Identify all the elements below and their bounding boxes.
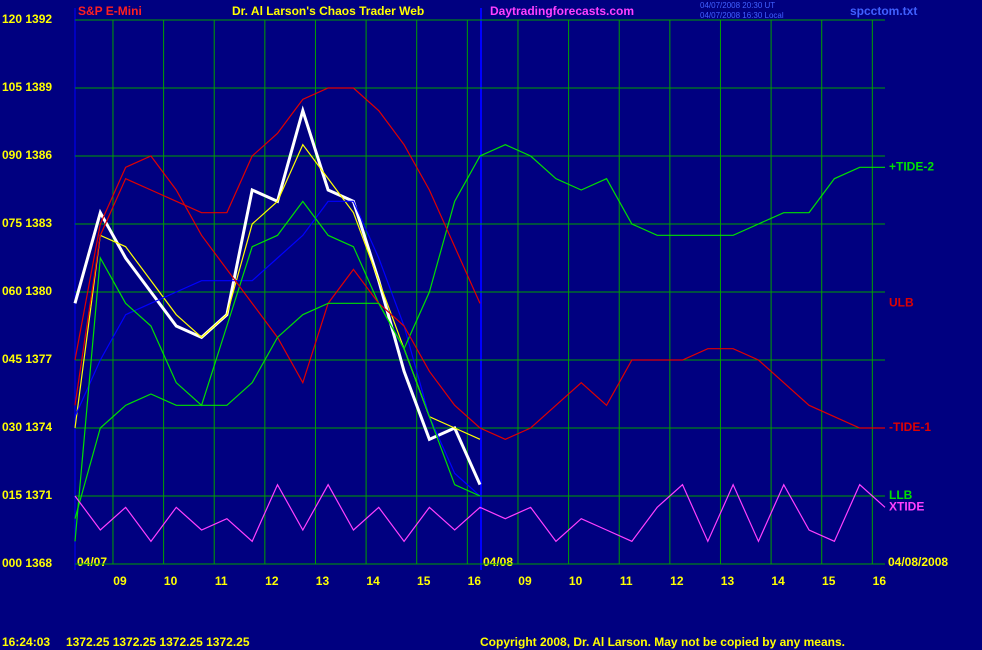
series-label: -TIDE-1: [889, 420, 931, 434]
y-tick-label: 060 1380: [2, 284, 52, 298]
x-tick-label: 09: [518, 574, 532, 588]
x-tick-label: 14: [366, 574, 380, 588]
series-line: [74, 200, 481, 497]
x-tick-label: 12: [265, 574, 279, 588]
x-tick-label: 16: [873, 574, 887, 588]
x-tick-label: 11: [620, 574, 633, 588]
series-label: ULB: [889, 296, 914, 310]
site-title: Dr. Al Larson's Chaos Trader Web: [232, 4, 424, 18]
x-tick-label: 15: [822, 574, 836, 588]
timestamp-ut: 04/07/2008 20:30 UT: [700, 1, 775, 10]
x-tick-label: 13: [721, 574, 735, 588]
y-tick-label: 045 1377: [2, 352, 52, 366]
x-tick-label: 15: [417, 574, 431, 588]
series-line: [74, 87, 481, 406]
symbol: S&P E-Mini: [78, 4, 142, 18]
copyright: Copyright 2008, Dr. Al Larson. May not b…: [480, 635, 845, 649]
series-line: [74, 155, 885, 440]
file-name: spcctom.txt: [850, 4, 917, 18]
series-line: [74, 302, 481, 519]
y-tick-label: 105 1389: [2, 80, 52, 94]
date-label: 04/07: [77, 555, 107, 569]
series-line: [74, 144, 885, 542]
series-label: LLB: [889, 488, 913, 502]
site-url: Daytradingforecasts.com: [490, 4, 634, 18]
footer-quotes: 1372.25 1372.25 1372.25 1372.25: [66, 635, 250, 649]
series-line: [74, 483, 886, 543]
y-tick-label: 075 1383: [2, 216, 52, 230]
footer-time: 16:24:03: [2, 635, 50, 649]
timestamp-local: 04/07/2008 16:30 Local: [700, 11, 784, 20]
series-label: XTIDE: [889, 500, 924, 514]
x-tick-label: 12: [670, 574, 684, 588]
y-tick-label: 090 1386: [2, 148, 52, 162]
y-tick-label: 000 1368: [2, 556, 52, 570]
x-tick-label: 14: [771, 574, 785, 588]
x-tick-label: 09: [113, 574, 127, 588]
y-tick-label: 030 1374: [2, 420, 52, 434]
x-tick-label: 16: [468, 574, 482, 588]
date-label: 04/08/2008: [888, 555, 948, 569]
x-tick-label: 11: [215, 574, 228, 588]
series-label: +TIDE-2: [889, 160, 934, 174]
x-tick-label: 13: [316, 574, 330, 588]
x-tick-label: 10: [164, 574, 178, 588]
x-tick-label: 10: [569, 574, 583, 588]
date-label: 04/08: [483, 555, 513, 569]
y-tick-label: 015 1371: [2, 488, 52, 502]
y-tick-label: 120 1392: [2, 12, 52, 26]
